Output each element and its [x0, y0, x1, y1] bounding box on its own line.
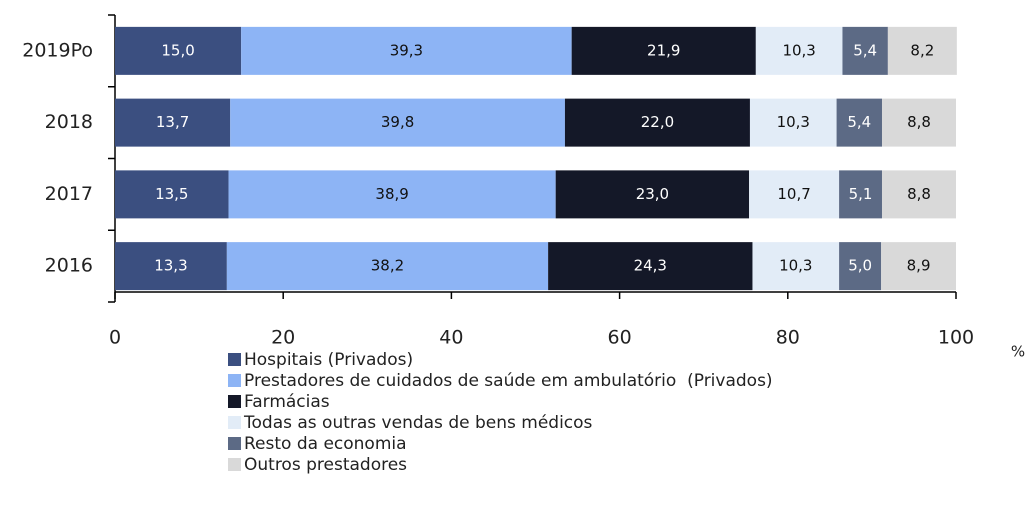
bar-segment [881, 242, 956, 291]
legend-label: Outros prestadores [244, 455, 407, 475]
value-label: 13,7 [156, 113, 189, 131]
value-label: 38,2 [371, 257, 404, 275]
legend-swatch [228, 416, 241, 429]
bar-segment [564, 98, 750, 147]
x-tick-label: 40 [439, 327, 463, 349]
bar-segment [749, 170, 840, 219]
value-label: 10,7 [777, 185, 810, 203]
value-label: 5,1 [849, 185, 873, 203]
bar-segment [839, 242, 882, 291]
bar-segment [752, 242, 840, 291]
value-label: 10,3 [779, 257, 812, 275]
bar-segment [230, 98, 565, 147]
bar-segment [548, 242, 753, 291]
value-label: 5,4 [847, 113, 871, 131]
bar-segment [555, 170, 750, 219]
value-label: 5,0 [848, 257, 872, 275]
bar-segment [755, 26, 843, 75]
x-tick-label: 60 [608, 327, 632, 349]
x-tick-label: 80 [776, 327, 800, 349]
legend-label: Hospitais (Privados) [244, 350, 413, 370]
value-label: 23,0 [636, 185, 669, 203]
y-tick-label: 2016 [45, 255, 93, 277]
bar-segment [881, 170, 956, 219]
bar-segment [115, 26, 242, 75]
y-tick-label: 2017 [45, 183, 93, 205]
value-label: 13,3 [154, 257, 187, 275]
legend-label: Todas as outras vendas de bens médicos [243, 413, 593, 433]
bar-segment [115, 242, 227, 291]
bar-segment [115, 98, 231, 147]
value-label: 21,9 [647, 41, 680, 59]
legend-label: Farmácias [244, 392, 330, 412]
x-tick-label: 100 [938, 327, 974, 349]
legend-swatch [228, 437, 241, 450]
legend-swatch [228, 395, 241, 408]
value-label: 8,8 [907, 185, 931, 203]
bar-segment [749, 98, 837, 147]
value-label: 8,2 [910, 41, 934, 59]
value-label: 5,4 [853, 41, 877, 59]
value-label: 38,9 [375, 185, 408, 203]
value-label: 8,9 [907, 257, 931, 275]
bar-segment [241, 26, 572, 75]
value-label: 10,3 [777, 113, 810, 131]
value-label: 15,0 [161, 41, 194, 59]
y-tick-label: 2018 [45, 111, 93, 133]
y-tick-label: 2019Po [22, 39, 93, 61]
value-label: 10,3 [782, 41, 815, 59]
bar-segment [842, 26, 888, 75]
bar-segment [115, 170, 229, 219]
legend-swatch [228, 353, 241, 366]
value-label: 13,5 [155, 185, 188, 203]
value-label: 8,8 [907, 113, 931, 131]
bar-segment [571, 26, 756, 75]
x-tick-label: 20 [271, 327, 295, 349]
bar-segment [836, 98, 882, 147]
value-label: 24,3 [634, 257, 667, 275]
legend-swatch [228, 458, 241, 471]
bar-segment [228, 170, 556, 219]
x-axis-label: % [1011, 343, 1025, 361]
legend-label: Resto da economia [244, 434, 407, 454]
value-label: 39,8 [381, 113, 414, 131]
value-label: 39,3 [390, 41, 423, 59]
bar-segment [226, 242, 549, 291]
bar-segment [881, 98, 956, 147]
bar-segment [839, 170, 882, 219]
bar-segment [887, 26, 957, 75]
legend-swatch [228, 374, 241, 387]
legend-label: Prestadores de cuidados de saúde em ambu… [244, 371, 773, 391]
x-tick-label: 0 [109, 327, 121, 349]
value-label: 22,0 [641, 113, 674, 131]
